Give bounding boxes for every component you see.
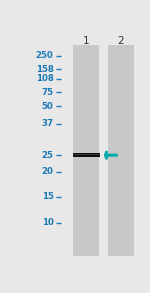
Text: 25: 25	[42, 151, 54, 160]
Text: 50: 50	[42, 102, 54, 111]
Text: 158: 158	[36, 65, 54, 74]
Text: 250: 250	[36, 51, 54, 60]
Text: 20: 20	[42, 167, 54, 176]
Text: 108: 108	[36, 74, 54, 84]
Bar	[73, 45, 99, 256]
Text: 15: 15	[42, 193, 54, 201]
Text: 1: 1	[83, 36, 90, 46]
Bar	[73, 153, 100, 157]
Text: 2: 2	[118, 36, 124, 46]
Text: 10: 10	[42, 218, 54, 227]
Text: 75: 75	[42, 88, 54, 96]
Bar	[108, 45, 134, 256]
Bar	[73, 154, 100, 155]
Text: 37: 37	[42, 119, 54, 128]
